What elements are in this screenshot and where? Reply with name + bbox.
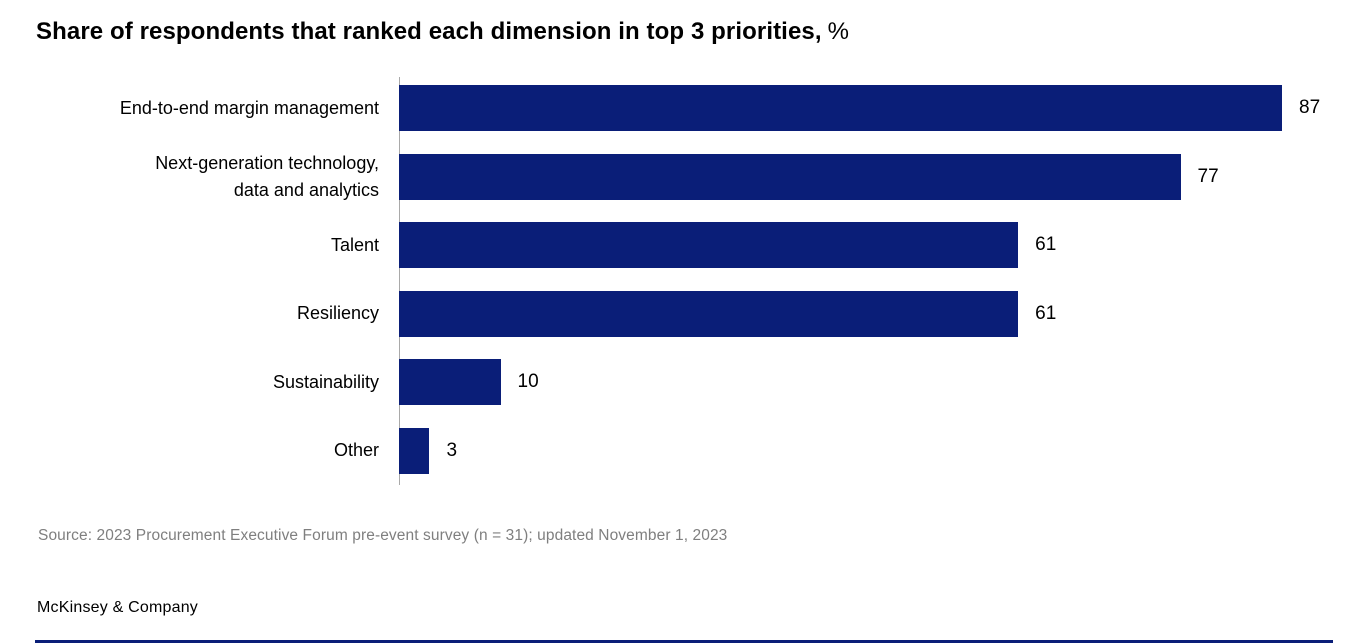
bar-row: Talent 61 <box>0 222 1364 268</box>
bar-row: Other 3 <box>0 427 1364 474</box>
category-label: End-to-end margin management <box>119 97 379 118</box>
bar <box>399 427 430 474</box>
bar <box>399 85 1283 131</box>
value-label: 77 <box>1197 165 1219 187</box>
mckinsey-logo: McKinsey & Company <box>37 599 198 616</box>
chart-title-text: Share of respondents that ranked each di… <box>36 18 822 45</box>
bar-row: End-to-end margin management 87 <box>0 85 1364 131</box>
value-label: 61 <box>1035 302 1057 324</box>
chart-title-unit: % <box>827 18 850 45</box>
category-label: Other <box>333 440 379 460</box>
bar-track: 3 <box>399 427 1364 474</box>
bar-track: 61 <box>399 222 1364 268</box>
category-label: Sustainability <box>272 371 379 392</box>
value-label: 3 <box>446 439 458 461</box>
value-label: 87 <box>1299 97 1321 118</box>
bar-row: Sustainability 10 <box>0 359 1364 405</box>
chart-title: Share of respondents that ranked each di… <box>36 18 849 46</box>
category-label: Next-generation technology, data and ana… <box>155 152 379 200</box>
value-label: 10 <box>517 371 539 392</box>
source-note: Source: 2023 Procurement Executive Forum… <box>38 527 728 544</box>
bar-track: 61 <box>399 290 1364 337</box>
bar-row: Next-generation technology, data and ana… <box>0 153 1364 200</box>
y-axis-line <box>399 77 400 485</box>
bar-track: 10 <box>399 359 1364 405</box>
bar <box>399 359 501 405</box>
value-label: 61 <box>1035 234 1057 255</box>
bottom-accent-rule <box>35 640 1333 643</box>
bar <box>399 153 1181 200</box>
bar-track: 87 <box>399 85 1364 131</box>
bar <box>399 222 1019 268</box>
bar-row: Resiliency 61 <box>0 290 1364 337</box>
bar <box>399 290 1019 337</box>
category-label: Resiliency <box>296 303 379 323</box>
bar-chart: End-to-end margin management 87 Next-gen… <box>0 85 1364 474</box>
bar-track: 77 <box>399 153 1364 200</box>
category-label: Talent <box>330 234 379 255</box>
